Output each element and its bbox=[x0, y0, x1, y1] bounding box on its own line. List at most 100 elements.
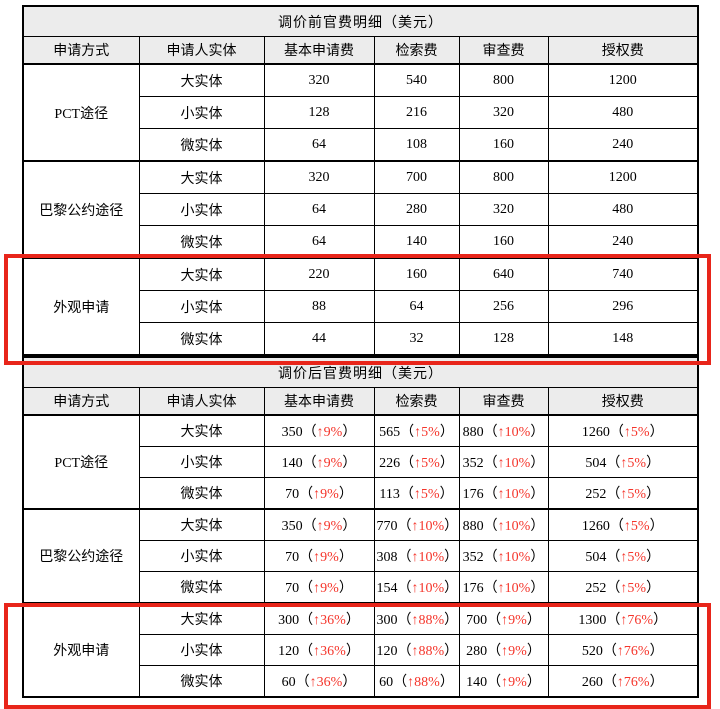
entity-cell: 微实体 bbox=[138, 571, 265, 604]
fee-cell: 226（↑5%） bbox=[373, 446, 460, 478]
fee-table-before: 调价前官费明细（美元） 申请方式 申请人实体 基本申请费 检索费 审查费 授权费 PCT途径大… bbox=[22, 5, 699, 356]
table-row: 小实体 70（↑9%） 308（↑10%） 352（↑10%） 504（↑5%） bbox=[23, 540, 699, 572]
increase-percent: ↑5% bbox=[620, 581, 647, 596]
increase-percent: ↑5% bbox=[414, 456, 440, 471]
fee-cell: 504（↑5%） bbox=[547, 540, 699, 572]
table-row: 外观申请 大实体 220 160 640 740 bbox=[22, 257, 699, 356]
fee-cell: 240 bbox=[547, 128, 699, 162]
fee-cell: 1200 bbox=[547, 63, 699, 97]
table-row: 小实体 140（↑9%） 226（↑5%） 352（↑10%） 504（↑5%） bbox=[23, 446, 699, 478]
table-title-before: 调价前官费明细（美元） bbox=[22, 5, 699, 37]
table-row: 小实体 88 64 256 296 bbox=[23, 290, 699, 323]
table-row: PCT途径 大实体 320 540 800 1200 bbox=[22, 63, 699, 162]
table-row: 巴黎公约途径 大实体 320 700 800 1200 bbox=[22, 160, 699, 259]
column-header: 基本申请费 bbox=[263, 387, 375, 416]
fee-cell: 64 bbox=[373, 290, 460, 323]
fee-cell: 70（↑9%） bbox=[263, 571, 375, 604]
column-header: 审查费 bbox=[458, 387, 549, 416]
entity-cell: 小实体 bbox=[138, 540, 265, 572]
column-header: 审查费 bbox=[458, 36, 549, 65]
increase-percent: ↑36% bbox=[313, 644, 346, 659]
increase-percent: ↑10% bbox=[497, 581, 531, 596]
increase-percent: ↑10% bbox=[497, 550, 531, 565]
fee-cell: 32 bbox=[373, 322, 460, 356]
increase-percent: ↑76% bbox=[616, 644, 650, 659]
method-cell: PCT途径 bbox=[22, 63, 140, 162]
table-row: 小实体 120（↑36%） 120（↑88%） 280（↑9%） 520（↑76%） bbox=[23, 634, 699, 666]
column-header: 申请方式 bbox=[22, 387, 140, 416]
increase-percent: ↑10% bbox=[497, 487, 531, 502]
column-header: 授权费 bbox=[547, 387, 699, 416]
table-row: 外观申请 大实体 300（↑36%） 300（↑88%） 700（↑9%） 1300（↑7… bbox=[22, 602, 699, 698]
fee-cell: 350（↑9%） bbox=[263, 508, 375, 541]
fee-cell: 113（↑5%） bbox=[373, 477, 460, 510]
increase-percent: ↑9% bbox=[313, 550, 339, 565]
fee-cell: 216 bbox=[373, 96, 460, 129]
fee-cell: 565（↑5%） bbox=[373, 414, 460, 447]
fee-cell: 320 bbox=[458, 193, 549, 226]
table-row: 微实体 64 140 160 240 bbox=[23, 225, 699, 259]
increase-percent: ↑10% bbox=[411, 581, 445, 596]
entity-cell: 小实体 bbox=[138, 634, 265, 666]
entity-cell: 微实体 bbox=[138, 477, 265, 510]
increase-percent: ↑9% bbox=[316, 519, 343, 534]
increase-percent: ↑5% bbox=[623, 519, 650, 534]
increase-percent: ↑5% bbox=[620, 550, 647, 565]
fee-cell: 120（↑88%） bbox=[373, 634, 460, 666]
entity-cell: 大实体 bbox=[138, 508, 265, 541]
fee-cell: 540 bbox=[373, 63, 460, 97]
column-header: 检索费 bbox=[373, 387, 460, 416]
fee-cell: 1260（↑5%） bbox=[547, 414, 699, 447]
method-cell: 巴黎公约途径 bbox=[22, 160, 140, 259]
method-cell: PCT途径 bbox=[22, 414, 140, 510]
increase-percent: ↑76% bbox=[620, 613, 654, 628]
increase-percent: ↑10% bbox=[497, 519, 531, 534]
fee-cell: 1260（↑5%） bbox=[547, 508, 699, 541]
increase-percent: ↑9% bbox=[316, 456, 343, 471]
fee-cell: 64 bbox=[263, 193, 375, 226]
fee-cell: 64 bbox=[263, 225, 375, 259]
fee-cell: 140（↑9%） bbox=[263, 446, 375, 478]
fee-cell: 800 bbox=[458, 63, 549, 97]
entity-cell: 大实体 bbox=[138, 414, 265, 447]
fee-cell: 480 bbox=[547, 96, 699, 129]
increase-percent: ↑76% bbox=[616, 675, 650, 690]
increase-percent: ↑36% bbox=[313, 613, 346, 628]
fee-cell: 700（↑9%） bbox=[458, 602, 549, 635]
entity-cell: 小实体 bbox=[138, 446, 265, 478]
entity-cell: 微实体 bbox=[138, 225, 265, 259]
fee-cell: 140 bbox=[373, 225, 460, 259]
fee-cell: 880（↑10%） bbox=[458, 414, 549, 447]
entity-cell: 小实体 bbox=[138, 193, 265, 226]
increase-percent: ↑36% bbox=[309, 675, 343, 690]
fee-cell: 220 bbox=[263, 257, 375, 291]
increase-percent: ↑5% bbox=[413, 487, 440, 502]
fee-cell: 252（↑5%） bbox=[547, 477, 699, 510]
entity-cell: 大实体 bbox=[138, 257, 265, 291]
fee-cell: 320 bbox=[263, 160, 375, 194]
fee-cell: 350（↑9%） bbox=[263, 414, 375, 447]
fee-cell: 88 bbox=[263, 290, 375, 323]
fee-cell: 520（↑76%） bbox=[547, 634, 699, 666]
fee-cell: 60（↑36%） bbox=[263, 665, 375, 698]
entity-cell: 微实体 bbox=[138, 322, 265, 356]
increase-percent: ↑88% bbox=[411, 613, 445, 628]
fee-cell: 128 bbox=[458, 322, 549, 356]
fee-cell: 640 bbox=[458, 257, 549, 291]
fee-cell: 176（↑10%） bbox=[458, 477, 549, 510]
fee-cell: 880（↑10%） bbox=[458, 508, 549, 541]
entity-cell: 微实体 bbox=[138, 665, 265, 698]
fee-cell: 160 bbox=[373, 257, 460, 291]
column-header: 检索费 bbox=[373, 36, 460, 65]
table-row: 微实体 64 108 160 240 bbox=[23, 128, 699, 162]
fee-cell: 148 bbox=[547, 322, 699, 356]
fee-cell: 108 bbox=[373, 128, 460, 162]
table-row: 巴黎公约途径 大实体 350（↑9%） 770（↑10%） 880（↑10%） 1260（… bbox=[22, 508, 699, 604]
fee-cell: 240 bbox=[547, 225, 699, 259]
fee-table-after: 调价后官费明细（美元） 申请方式 申请人实体 基本申请费 检索费 审查费 授权费 PCT途径大… bbox=[22, 356, 699, 698]
increase-percent: ↑9% bbox=[313, 581, 339, 596]
fee-cell: 1300（↑76%） bbox=[547, 602, 699, 635]
fee-cell: 300（↑88%） bbox=[373, 602, 460, 635]
increase-percent: ↑5% bbox=[623, 425, 650, 440]
fee-cell: 1200 bbox=[547, 160, 699, 194]
